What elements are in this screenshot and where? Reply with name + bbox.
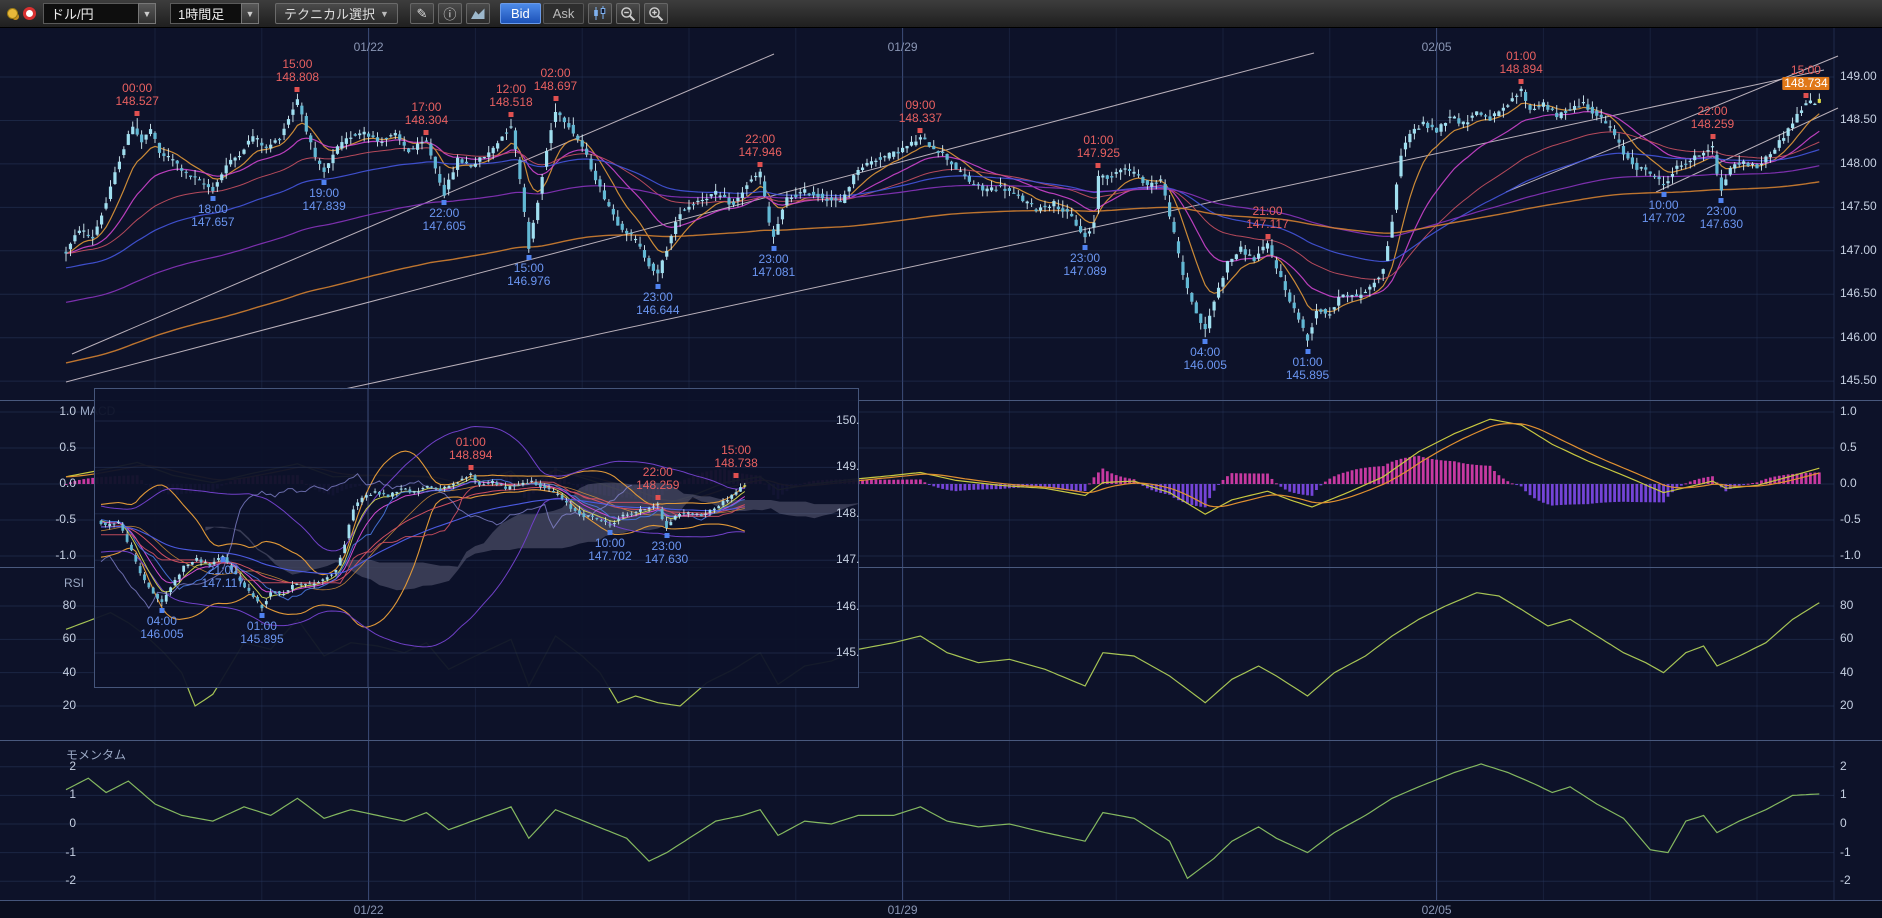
timeframe-select[interactable]: 1時間足 xyxy=(170,3,242,24)
annotation-time: 01:00 xyxy=(246,619,277,634)
annotation-price: 146.005 xyxy=(140,627,184,642)
chevron-down-icon: ▼ xyxy=(245,8,255,19)
chevron-down-icon: ▼ xyxy=(380,8,389,19)
high-marker xyxy=(468,465,474,471)
app-icon xyxy=(7,8,18,19)
inset-labels-layer: 150. 149. 148. 147. 146. 145. 01:00 148.894 22:0… xyxy=(95,389,860,687)
draw-tool-button[interactable]: ✎ xyxy=(409,3,434,24)
currency-pair-select[interactable]: ドル/円 xyxy=(43,3,139,24)
chevron-down-icon: ▼ xyxy=(142,8,152,19)
technical-select-button[interactable]: テクニカル選択 ▼ xyxy=(275,3,398,24)
technical-select-label: テクニカル選択 xyxy=(284,7,376,22)
annotation-price: 147.702 xyxy=(588,548,632,563)
price-annotation: 22:00 148.259 xyxy=(636,464,680,492)
price-annotation: 04:00 146.005 xyxy=(140,615,183,641)
main-chart-layer xyxy=(64,52,1839,391)
toolbar: ドル/円 ▼ 1時間足 ▼ テクニカル選択 ▼ ✎ ⓘ Bid Ask xyxy=(0,0,1882,28)
annotation-price: 148.894 xyxy=(449,448,493,463)
annotation-time: 23:00 xyxy=(651,538,682,553)
high-marker xyxy=(655,494,661,500)
low-marker xyxy=(259,613,265,619)
annotation-time: 21:00 xyxy=(207,562,238,577)
brand-logo-icon xyxy=(23,7,36,20)
zoom-out-icon xyxy=(621,6,636,21)
annotation-price: 148.738 xyxy=(714,455,758,470)
inset-price-tick-label: 145. xyxy=(836,645,860,659)
area-chart-icon xyxy=(470,8,485,19)
info-button[interactable]: ⓘ xyxy=(437,3,462,24)
low-marker xyxy=(664,532,669,538)
ask-button[interactable]: Ask xyxy=(542,3,585,24)
annotation-time: 04:00 xyxy=(146,614,177,629)
inset-price-tick-label: 147. xyxy=(836,552,860,567)
price-annotation: 01:00 145.895 xyxy=(240,620,283,646)
time-axis-date: 01/29 xyxy=(887,903,918,917)
price-annotation: 21:00 147.117 xyxy=(201,562,245,590)
inset-price-tick-label: 146. xyxy=(836,598,860,613)
inset-chart-canvas xyxy=(95,389,858,687)
area-chart-button[interactable] xyxy=(465,3,490,24)
time-axis: 01/22 01/29 02/05 xyxy=(0,900,1882,918)
low-marker xyxy=(220,556,226,562)
momentum-layer xyxy=(65,763,1820,880)
info-icon: ⓘ xyxy=(443,7,457,22)
annotation-price: 145.895 xyxy=(240,632,284,647)
annotation-time: 10:00 xyxy=(594,535,625,550)
annotation-price: 148.259 xyxy=(636,477,680,492)
annotation-time: 01:00 xyxy=(455,435,486,450)
timeframe-label: 1時間足 xyxy=(178,7,225,22)
zoom-in-icon xyxy=(649,6,664,21)
inset-price-tick-label: 149. xyxy=(836,459,860,474)
price-annotation: 23:00 147.630 xyxy=(644,538,689,566)
pencil-icon: ✎ xyxy=(416,5,428,21)
time-axis-date: 01/22 xyxy=(353,903,384,917)
annotation-price: 147.630 xyxy=(644,551,689,566)
timeframe-dropdown-button[interactable]: ▼ xyxy=(241,3,259,24)
low-marker xyxy=(607,529,613,535)
time-axis-date: 02/05 xyxy=(1421,903,1452,917)
bid-label: Bid xyxy=(510,6,530,21)
candlestick-chart-icon xyxy=(594,6,606,20)
annotation-time: 15:00 xyxy=(721,442,752,457)
inset-chart-window[interactable]: 150. 149. 148. 147. 146. 145. 01:00 148.894 22:0… xyxy=(94,388,859,688)
bid-button[interactable]: Bid xyxy=(499,3,541,24)
high-marker xyxy=(733,472,739,478)
annotation-time: 22:00 xyxy=(642,464,673,479)
candlestick-chart-button[interactable] xyxy=(588,3,613,24)
price-annotation: 01:00 148.894 xyxy=(449,436,492,462)
low-marker xyxy=(159,608,165,614)
inset-price-tick-label: 150. xyxy=(836,413,860,427)
ask-label: Ask xyxy=(552,6,575,21)
currency-pair-dropdown-button[interactable]: ▼ xyxy=(138,3,156,24)
zoom-out-button[interactable] xyxy=(616,3,641,24)
price-annotation: 10:00 147.702 xyxy=(588,535,632,563)
inset-price-tick-label: 148. xyxy=(836,505,860,520)
currency-pair-label: ドル/円 xyxy=(51,7,94,22)
zoom-in-button[interactable] xyxy=(644,3,669,24)
price-annotation: 15:00 148.738 xyxy=(714,442,758,470)
annotation-price: 147.117 xyxy=(201,575,245,590)
